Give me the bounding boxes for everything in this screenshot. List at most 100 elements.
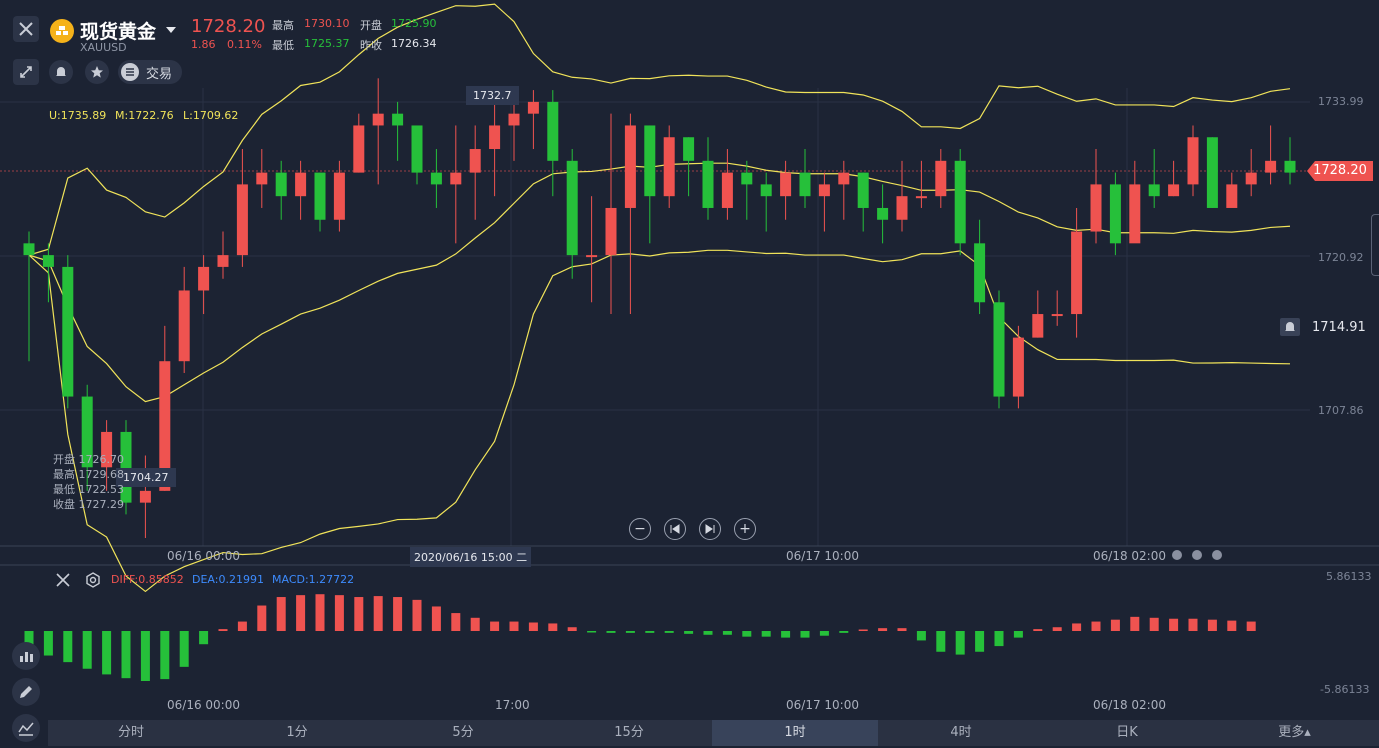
trade-button[interactable]: 交易 bbox=[118, 60, 182, 84]
instrument-title[interactable]: 现货黄金 bbox=[80, 21, 157, 43]
y-tick-bottom: 1707.86 bbox=[1318, 404, 1364, 417]
settings-icon[interactable] bbox=[85, 572, 101, 588]
draw-tool-button[interactable] bbox=[12, 678, 40, 706]
macd-bar bbox=[63, 631, 73, 663]
scroll-end-button[interactable] bbox=[699, 518, 721, 540]
page-dots[interactable] bbox=[1167, 546, 1227, 564]
candle-body bbox=[838, 172, 850, 185]
alert-button[interactable] bbox=[49, 60, 73, 84]
candle-body bbox=[566, 160, 578, 256]
alert-price-label[interactable]: 1714.91 bbox=[1306, 318, 1372, 337]
macd-bar bbox=[1246, 621, 1256, 631]
minus-icon: − bbox=[634, 521, 646, 537]
tab-intraday[interactable]: 分时 bbox=[117, 725, 144, 740]
x-tick-1: 06/16 00:00 bbox=[167, 549, 240, 563]
prev-close-label: 昨收 bbox=[360, 39, 382, 52]
tab-1hour[interactable]: 1时 bbox=[712, 720, 878, 746]
candle bbox=[818, 172, 830, 232]
chevron-down-icon[interactable] bbox=[166, 27, 176, 33]
candle bbox=[644, 125, 656, 244]
macd-x-tick-2: 17:00 bbox=[495, 698, 530, 712]
macd-bar bbox=[276, 597, 286, 631]
macd-bar bbox=[1169, 618, 1179, 631]
macd-bar bbox=[451, 613, 461, 631]
candle-body bbox=[1032, 314, 1044, 338]
trade-label: 交易 bbox=[146, 66, 173, 82]
candle bbox=[372, 78, 384, 185]
close-button[interactable] bbox=[13, 16, 39, 42]
candle bbox=[275, 160, 287, 220]
candle-body bbox=[818, 184, 830, 197]
candle bbox=[81, 384, 93, 491]
macd-bar bbox=[412, 599, 422, 631]
candle-body bbox=[295, 172, 307, 197]
candle-body bbox=[62, 266, 74, 397]
indicator-tool-button[interactable] bbox=[12, 642, 40, 670]
macd-bar bbox=[703, 631, 713, 635]
x-tick-2: 06/17 10:00 bbox=[786, 549, 859, 563]
macd-bar bbox=[839, 631, 849, 633]
fullscreen-button[interactable] bbox=[13, 59, 39, 85]
tab-15min[interactable]: 15分 bbox=[614, 725, 644, 740]
candle-body bbox=[256, 172, 268, 185]
candle-body bbox=[1071, 231, 1083, 315]
bell-icon[interactable] bbox=[1280, 318, 1300, 336]
crosshair-time: 2020/06/16 15:00 二 bbox=[410, 547, 532, 567]
macd-bar bbox=[296, 595, 306, 631]
x-tick-3: 06/18 02:00 bbox=[1093, 549, 1166, 563]
high-label: 最高 bbox=[272, 19, 294, 32]
candle bbox=[62, 255, 74, 409]
candle bbox=[993, 290, 1005, 409]
candle-body bbox=[217, 255, 229, 267]
low-value: 1725.37 bbox=[304, 37, 350, 50]
candle-body bbox=[1148, 184, 1160, 197]
scroll-start-button[interactable] bbox=[664, 518, 686, 540]
pencil-icon bbox=[20, 686, 32, 698]
candle bbox=[877, 184, 889, 244]
side-panel-handle[interactable] bbox=[1371, 214, 1379, 276]
line-tool-button[interactable] bbox=[12, 714, 40, 742]
macd-bar bbox=[393, 597, 403, 631]
macd-bar bbox=[858, 629, 868, 631]
candle bbox=[469, 125, 481, 220]
candle bbox=[663, 125, 675, 208]
tab-daily[interactable]: 日K bbox=[1116, 725, 1138, 740]
macd-bar bbox=[490, 621, 500, 631]
zoom-out-button[interactable]: − bbox=[629, 518, 651, 540]
ohlc-high: 最高 1729.68 bbox=[53, 468, 124, 481]
macd-bar bbox=[625, 631, 635, 633]
current-price: 1728.20 bbox=[191, 16, 266, 37]
tab-1min[interactable]: 1分 bbox=[286, 725, 308, 740]
favorite-button[interactable] bbox=[85, 60, 109, 84]
macd-bar bbox=[587, 631, 597, 633]
plus-icon: + bbox=[739, 521, 751, 537]
candle bbox=[935, 149, 947, 208]
candle-body bbox=[1226, 184, 1238, 208]
macd-bar bbox=[781, 631, 791, 638]
macd-bar bbox=[334, 595, 344, 631]
boll-line-l bbox=[28, 249, 1291, 593]
candle bbox=[178, 266, 190, 373]
candle-body bbox=[372, 113, 384, 126]
macd-bar bbox=[1188, 618, 1198, 631]
macd-bar bbox=[218, 629, 228, 631]
tab-more[interactable]: 更多▴ bbox=[1278, 725, 1311, 740]
tab-4hour[interactable]: 4时 bbox=[950, 725, 972, 740]
macd-bar bbox=[431, 606, 441, 631]
macd-bar bbox=[179, 631, 189, 667]
ohlc-close: 收盘 1727.29 bbox=[53, 498, 124, 511]
candle bbox=[430, 149, 442, 208]
low-marker: 1704.27 bbox=[116, 468, 176, 487]
macd-bar bbox=[975, 631, 985, 652]
tab-5min[interactable]: 5分 bbox=[452, 725, 474, 740]
candle-body bbox=[857, 172, 869, 208]
close-icon[interactable] bbox=[56, 573, 70, 587]
candle-body bbox=[624, 125, 636, 208]
candle-body bbox=[120, 431, 132, 503]
candle-body bbox=[198, 266, 210, 291]
zoom-in-button[interactable]: + bbox=[734, 518, 756, 540]
macd-bar bbox=[528, 622, 538, 631]
candle-body bbox=[1051, 314, 1063, 317]
candle bbox=[1148, 149, 1160, 208]
